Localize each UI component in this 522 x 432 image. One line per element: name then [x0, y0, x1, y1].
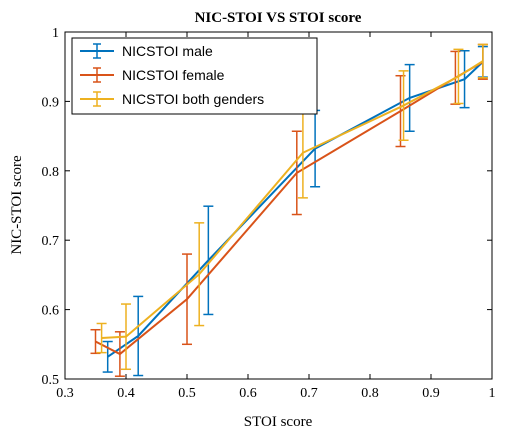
x-tick-label: 0.7 — [300, 386, 318, 401]
legend-item: NICSTOI both genders — [80, 91, 264, 107]
x-tick-label: 0.9 — [422, 386, 440, 401]
x-tick-label: 1 — [489, 386, 496, 401]
series-2 — [96, 43, 488, 371]
y-tick-label: 0.6 — [42, 304, 60, 319]
x-tick-label: 0.4 — [117, 386, 135, 401]
y-tick-label: 0.5 — [42, 373, 60, 388]
y-tick-label: 0.7 — [42, 234, 60, 249]
x-axis-label: STOI score — [244, 414, 313, 430]
chart-title: NIC-STOI VS STOI score — [195, 10, 362, 26]
legend-item: NICSTOI male — [80, 43, 213, 59]
legend: NICSTOI male NICSTOI female NICSTOI both g… — [71, 37, 318, 115]
y-tick-label: 1 — [52, 26, 59, 41]
x-tick-label: 0.5 — [178, 386, 196, 401]
legend-label: NICSTOI male — [122, 43, 213, 59]
x-tick-label: 0.6 — [239, 386, 257, 401]
x-tick-label: 0.8 — [361, 386, 379, 401]
y-axis-label: NIC-STOI score — [9, 155, 25, 255]
legend-label: NICSTOI female — [122, 67, 225, 83]
axis-ticks: 0.3 0.4 0.5 0.6 0.7 0.8 0.9 1 0.5 0.6 0.7 0.8 0.9 1 — [42, 26, 496, 401]
y-tick-label: 0.9 — [42, 95, 60, 110]
x-tick-label: 0.3 — [56, 386, 74, 401]
legend-label: NICSTOI both genders — [122, 91, 264, 107]
y-tick-label: 0.8 — [42, 165, 60, 180]
legend-item: NICSTOI female — [80, 67, 225, 83]
series-layer — [90, 43, 488, 377]
